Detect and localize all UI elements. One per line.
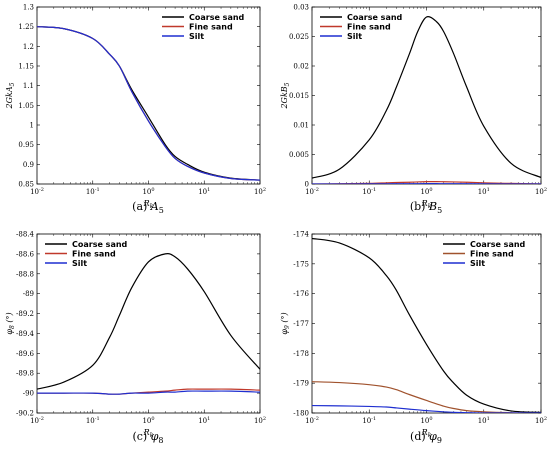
- legend-label: Silt: [470, 259, 485, 268]
- y-tick-label: -177: [293, 320, 309, 328]
- y-tick-label: 0.03: [293, 4, 309, 12]
- y-tick-label: 1.1: [23, 82, 34, 90]
- series-line-silt: [37, 26, 260, 181]
- legend-label: Coarse sand: [470, 240, 526, 249]
- y-axis-label: 2GkA5: [5, 82, 16, 109]
- x-tick-label: 100: [142, 187, 154, 196]
- x-tick-label: 101: [198, 416, 210, 425]
- x-tick-label: 102: [535, 416, 547, 425]
- y-tick-label: 0: [305, 181, 309, 189]
- legend-label: Coarse sand: [189, 13, 245, 22]
- y-tick-label: -89.2: [16, 310, 34, 318]
- x-tick-label: 101: [478, 416, 490, 425]
- series-line-coarse-sand: [312, 237, 541, 413]
- series-line-silt: [37, 390, 260, 395]
- y-axis-label: φ9 (°): [280, 312, 291, 334]
- legend-label: Fine sand: [72, 250, 116, 259]
- x-tick-label: 102: [254, 187, 266, 196]
- y-tick-label: 1.15: [18, 63, 34, 71]
- x-tick-label: 10-1: [362, 187, 376, 196]
- chart-panel-0: 0.85 0.9 0.95 1 1.05 1.1 1.15 1.2 1.25 1.3 10-2 10-…: [5, 4, 266, 216]
- legend-label: Fine sand: [347, 23, 391, 32]
- x-axis-label: Rk: [143, 428, 154, 439]
- y-tick-label: -89.6: [16, 350, 34, 358]
- y-tick-label: 0.015: [289, 92, 309, 100]
- y-tick-label: -88.4: [16, 231, 34, 239]
- legend-label: Coarse sand: [72, 240, 128, 249]
- x-tick-label: 10-1: [86, 187, 100, 196]
- y-tick-label: 0.95: [18, 141, 34, 149]
- x-tick-label: 100: [420, 187, 432, 196]
- y-tick-label: -176: [293, 290, 309, 298]
- y-tick-label: 0.85: [18, 181, 34, 189]
- legend-label: Silt: [72, 259, 87, 268]
- y-tick-label: 0.02: [293, 63, 309, 71]
- y-tick-label: -179: [293, 380, 309, 388]
- y-axis-label: φ8 (°): [5, 312, 16, 334]
- y-axis-label: 2GkB5: [280, 82, 291, 109]
- x-tick-label: 101: [478, 187, 490, 196]
- chart-panel-2: -90.2 -90 -89.8 -89.6 -89.4 -89.2 -89 -88.8 -88.…: [5, 231, 266, 446]
- y-tick-label: -174: [293, 231, 309, 239]
- x-tick-label: 10-1: [362, 416, 376, 425]
- series-line-coarse-sand: [312, 16, 541, 179]
- series-line-silt: [312, 404, 541, 413]
- y-tick-label: -89.4: [16, 330, 34, 338]
- x-tick-label: 100: [420, 416, 432, 425]
- panel-caption: (c) φ8: [132, 430, 163, 445]
- chart-panel-1: 0 0.005 0.01 0.015 0.02 0.025 0.03 10-2 10-1 100 1…: [280, 4, 547, 216]
- x-axis-label: Rk: [143, 199, 154, 210]
- x-tick-label: 10-2: [305, 187, 319, 196]
- plot-frame: [36, 6, 261, 185]
- legend-label: Fine sand: [470, 250, 514, 259]
- y-tick-label: 1.05: [18, 102, 34, 110]
- y-tick-label: -178: [293, 350, 309, 358]
- x-tick-label: 10-2: [30, 416, 44, 425]
- x-tick-label: 102: [254, 416, 266, 425]
- panel-caption: (d) φ9: [410, 430, 442, 445]
- plot-frame: [36, 233, 261, 414]
- y-tick-label: -90.2: [16, 410, 34, 418]
- x-tick-label: 101: [198, 187, 210, 196]
- y-tick-label: 1.2: [23, 43, 34, 51]
- series-line-fine-sand: [312, 381, 541, 413]
- y-tick-label: 0.025: [289, 33, 309, 41]
- x-axis-label: Rk: [421, 199, 432, 210]
- x-tick-label: 10-1: [86, 416, 100, 425]
- legend-label: Silt: [189, 32, 204, 41]
- x-tick-label: 100: [142, 416, 154, 425]
- x-tick-label: 10-2: [305, 416, 319, 425]
- chart-panel-3: -180 -179 -178 -177 -176 -175 -174 10-2 10-1 100 1…: [280, 231, 547, 446]
- y-tick-label: 0.9: [23, 161, 34, 169]
- x-tick-label: 10-2: [30, 187, 44, 196]
- legend-label: Silt: [347, 32, 362, 41]
- x-tick-label: 102: [535, 187, 547, 196]
- x-axis-label: Rk: [421, 428, 432, 439]
- y-tick-label: -89: [23, 290, 34, 298]
- legend-label: Coarse sand: [347, 13, 403, 22]
- y-tick-label: -90: [23, 390, 34, 398]
- y-tick-label: -89.8: [16, 370, 34, 378]
- y-tick-label: 1: [30, 122, 34, 130]
- series-line-coarse-sand: [37, 253, 260, 390]
- series-line-fine-sand: [37, 26, 260, 181]
- plot-frame: [311, 233, 542, 414]
- y-tick-label: -175: [293, 260, 309, 268]
- y-tick-label: -88.6: [16, 250, 34, 258]
- panel-caption: (a) A5: [132, 200, 164, 215]
- panel-caption: (b) B5: [410, 200, 442, 215]
- y-tick-label: 0.01: [293, 122, 309, 130]
- y-tick-label: 1.3: [23, 4, 34, 12]
- y-tick-label: -180: [293, 410, 309, 418]
- y-tick-label: 0.005: [289, 151, 309, 159]
- y-tick-label: 1.25: [18, 23, 34, 31]
- series-line-coarse-sand: [37, 26, 260, 181]
- legend-label: Fine sand: [189, 23, 233, 32]
- y-tick-label: -88.8: [16, 270, 34, 278]
- series-line-fine-sand: [312, 181, 541, 184]
